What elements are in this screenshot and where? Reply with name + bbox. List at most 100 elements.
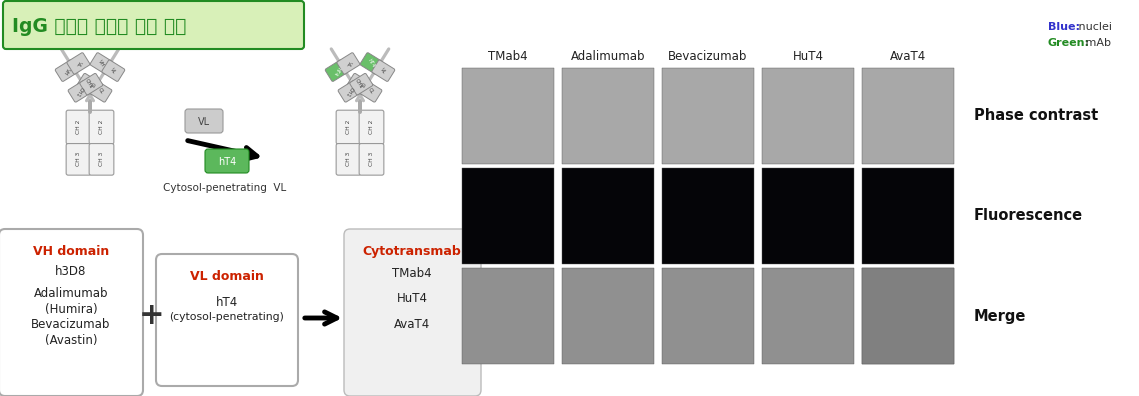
FancyBboxPatch shape — [359, 143, 384, 175]
Bar — [862, 68, 954, 164]
Bar — [762, 268, 854, 364]
Text: CH1: CH1 — [354, 78, 363, 90]
FancyBboxPatch shape — [90, 53, 113, 74]
FancyBboxPatch shape — [337, 53, 360, 74]
FancyBboxPatch shape — [89, 143, 114, 175]
Text: Bevacizumab: Bevacizumab — [31, 318, 110, 331]
Bar — [762, 168, 854, 264]
FancyBboxPatch shape — [101, 60, 125, 82]
FancyBboxPatch shape — [185, 109, 223, 133]
FancyBboxPatch shape — [77, 73, 100, 95]
Ellipse shape — [585, 286, 613, 323]
Text: IgG 포맷의 세포질 침투 항체: IgG 포맷의 세포질 침투 항체 — [13, 17, 187, 36]
Bar — [462, 268, 554, 364]
Text: (Humira): (Humira) — [44, 303, 97, 316]
Ellipse shape — [769, 77, 829, 145]
Text: HuT4: HuT4 — [396, 292, 427, 305]
Ellipse shape — [482, 289, 507, 320]
Text: hT4: hT4 — [333, 65, 342, 76]
Text: CH1: CH1 — [345, 86, 354, 97]
Ellipse shape — [776, 181, 826, 241]
Text: Cytosol-penetrating  VL: Cytosol-penetrating VL — [163, 183, 287, 193]
Bar — [862, 268, 954, 364]
Bar — [662, 168, 754, 264]
Text: Blue:: Blue: — [1048, 22, 1080, 32]
FancyBboxPatch shape — [66, 143, 91, 175]
Text: VL: VL — [198, 117, 210, 127]
Bar — [562, 168, 654, 264]
Text: VL: VL — [74, 59, 82, 67]
Bar — [862, 168, 954, 264]
Ellipse shape — [869, 77, 929, 145]
Ellipse shape — [804, 308, 825, 333]
Text: Cytotransmab: Cytotransmab — [362, 245, 461, 258]
Text: Adalimumab: Adalimumab — [34, 287, 108, 300]
Text: TMab4: TMab4 — [392, 267, 432, 280]
Ellipse shape — [669, 77, 729, 145]
FancyBboxPatch shape — [89, 81, 112, 102]
Ellipse shape — [566, 275, 631, 348]
Ellipse shape — [870, 174, 945, 258]
Ellipse shape — [492, 224, 542, 262]
Text: CL: CL — [367, 88, 375, 95]
Ellipse shape — [700, 303, 743, 352]
FancyBboxPatch shape — [80, 73, 103, 95]
Text: VH domain: VH domain — [33, 245, 109, 258]
FancyBboxPatch shape — [372, 60, 395, 82]
FancyBboxPatch shape — [347, 73, 370, 95]
Ellipse shape — [465, 174, 530, 249]
FancyBboxPatch shape — [205, 149, 249, 173]
Text: (cytosol-penetrating): (cytosol-penetrating) — [170, 312, 285, 322]
Ellipse shape — [469, 278, 525, 341]
FancyBboxPatch shape — [359, 81, 382, 102]
Ellipse shape — [707, 312, 732, 345]
Ellipse shape — [513, 109, 550, 152]
Text: hT4: hT4 — [367, 58, 376, 69]
Ellipse shape — [467, 275, 531, 348]
FancyBboxPatch shape — [66, 110, 91, 144]
Ellipse shape — [510, 326, 530, 347]
Ellipse shape — [886, 287, 931, 341]
Ellipse shape — [784, 190, 818, 232]
Ellipse shape — [612, 109, 650, 152]
Ellipse shape — [784, 91, 811, 125]
Bar — [662, 268, 754, 364]
Text: h3D8: h3D8 — [56, 265, 87, 278]
FancyBboxPatch shape — [336, 110, 361, 144]
Ellipse shape — [477, 286, 516, 332]
Ellipse shape — [767, 275, 831, 348]
Ellipse shape — [878, 183, 937, 249]
Bar — [562, 268, 654, 364]
Ellipse shape — [887, 189, 928, 239]
Ellipse shape — [607, 312, 633, 345]
Text: CH 2: CH 2 — [369, 120, 374, 134]
Ellipse shape — [781, 288, 820, 334]
FancyBboxPatch shape — [359, 110, 384, 144]
Text: CH 3: CH 3 — [369, 152, 374, 166]
Bar — [762, 68, 854, 164]
Ellipse shape — [768, 173, 834, 249]
Text: CH 3: CH 3 — [76, 152, 81, 166]
FancyBboxPatch shape — [67, 53, 90, 74]
Text: VH: VH — [98, 59, 106, 68]
Ellipse shape — [584, 183, 614, 220]
Ellipse shape — [908, 310, 931, 337]
FancyBboxPatch shape — [55, 60, 79, 82]
Text: Phase contrast: Phase contrast — [974, 109, 1098, 124]
Text: VL: VL — [345, 59, 352, 67]
Ellipse shape — [909, 211, 929, 236]
Text: TMab4: TMab4 — [489, 50, 527, 63]
Text: Bevacizumab: Bevacizumab — [669, 50, 747, 63]
FancyBboxPatch shape — [68, 81, 91, 102]
Bar — [462, 168, 554, 264]
Text: CH1: CH1 — [75, 86, 84, 97]
Ellipse shape — [883, 91, 911, 125]
FancyBboxPatch shape — [344, 229, 481, 396]
Ellipse shape — [704, 208, 734, 244]
Text: (Avastin): (Avastin) — [44, 334, 97, 347]
Text: Adalimumab: Adalimumab — [571, 50, 646, 63]
Ellipse shape — [870, 274, 945, 358]
Text: CL: CL — [358, 80, 366, 88]
Ellipse shape — [878, 282, 937, 350]
Ellipse shape — [505, 320, 539, 354]
